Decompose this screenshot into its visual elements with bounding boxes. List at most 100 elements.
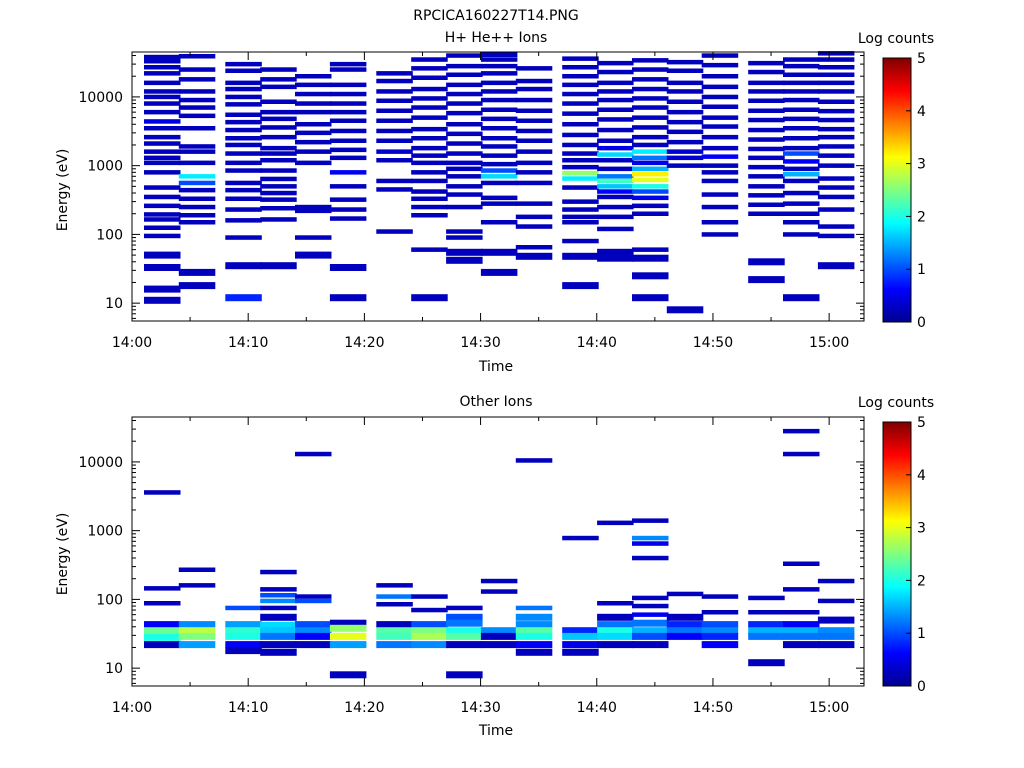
heatmap-cell — [597, 117, 634, 122]
heatmap-cell — [260, 206, 297, 211]
heatmap-cell — [260, 605, 297, 611]
heatmap-cell — [295, 621, 332, 629]
heatmap-cell — [748, 202, 785, 207]
heatmap-cell — [783, 627, 820, 635]
heatmap-cell — [666, 155, 704, 161]
heatmap-cell — [597, 174, 634, 179]
heatmap-cell — [260, 158, 297, 163]
heatmap-cell — [376, 71, 413, 76]
heatmap-cell — [562, 252, 599, 260]
heatmap-cell — [701, 124, 739, 129]
heatmap-cell — [446, 632, 483, 640]
heatmap-cell — [376, 583, 413, 588]
heatmap-cell — [329, 207, 367, 212]
heatmap-cell — [597, 127, 634, 133]
heatmap-cell — [295, 235, 332, 240]
heatmap-cell — [748, 137, 785, 142]
heatmap-cell — [411, 145, 448, 151]
heatmap-cell — [783, 428, 820, 434]
heatmap-cell — [178, 180, 216, 186]
heatmap-cell — [562, 65, 599, 70]
x-tick-label: 14:10 — [228, 335, 268, 351]
heatmap-cell — [701, 115, 739, 120]
heatmap-cell — [817, 89, 855, 94]
heatmap-cell — [144, 71, 181, 76]
heatmap-cell — [411, 75, 448, 80]
heatmap-cell — [446, 141, 483, 146]
heatmap-cell — [225, 187, 262, 193]
heatmap-cell — [783, 621, 820, 629]
heatmap-cell — [748, 146, 785, 152]
heatmap-cell — [480, 107, 518, 112]
heatmap-cell — [225, 605, 262, 611]
heatmap-cell — [783, 97, 820, 103]
heatmap-cell — [225, 127, 262, 133]
x-tick-label: 14:00 — [112, 335, 152, 351]
heatmap-cell — [562, 56, 599, 61]
heatmap-cell — [295, 122, 332, 127]
heatmap-cell — [144, 126, 181, 131]
heatmap-cell — [411, 160, 448, 166]
heatmap-cell — [446, 174, 483, 179]
heatmap-cell — [329, 61, 367, 67]
heatmap-cell — [411, 66, 448, 71]
heatmap-cell — [817, 108, 855, 114]
heatmap-cell — [597, 641, 634, 649]
heatmap-cell — [666, 621, 704, 629]
heatmap-cell — [632, 294, 669, 302]
heatmap-cell — [260, 598, 297, 604]
y-ticks: 10 100 1000 10000 — [78, 55, 864, 319]
heatmap-cell — [666, 68, 704, 73]
heatmap-cell — [480, 144, 518, 149]
heatmap-cell — [329, 82, 367, 88]
x-tick-label: 14:10 — [228, 700, 268, 716]
heatmap-cell — [783, 166, 820, 172]
heatmap-cell — [295, 149, 332, 154]
heatmap-cell — [144, 233, 181, 239]
heatmap-cell — [817, 72, 855, 77]
heatmap-cell — [178, 113, 216, 119]
colorbar — [882, 421, 912, 687]
colorbar-ticks: 0 1 2 3 4 5 — [906, 51, 926, 331]
x-ticks: 14:00 14:10 14:20 14:30 14:40 14:50 15:00 — [112, 417, 849, 716]
heatmap-cell — [411, 594, 448, 599]
heatmap-cell — [562, 220, 599, 225]
heatmap-cell — [329, 294, 367, 302]
heatmap-cell — [783, 57, 820, 62]
heatmap-cell — [376, 187, 413, 192]
heatmap-cell — [562, 111, 599, 116]
heatmap-cell — [295, 204, 332, 210]
heatmap-cell — [446, 63, 483, 69]
heatmap-cell — [562, 214, 599, 220]
heatmap-cell — [515, 97, 553, 103]
heatmap-cell — [144, 94, 181, 100]
heatmap-cell — [295, 208, 332, 214]
heatmap-cell — [446, 204, 483, 210]
y-tick-label: 1000 — [87, 159, 123, 175]
heatmap-cell — [411, 204, 448, 210]
heatmap-cell — [480, 126, 518, 131]
heatmap-cell — [515, 245, 553, 250]
x-tick-label: 15:00 — [809, 335, 849, 351]
heatmap-cell — [144, 160, 181, 166]
heatmap-cell — [376, 627, 413, 635]
heatmap-cell — [411, 178, 448, 184]
heatmap-cell — [632, 125, 669, 130]
heatmap-cell — [748, 80, 785, 86]
heatmap-cell — [817, 578, 855, 584]
heatmap-cell — [666, 99, 704, 104]
colorbar-tick-label: 2 — [917, 573, 926, 589]
heatmap-cell — [783, 136, 820, 141]
heatmap-cell — [817, 117, 855, 123]
heatmap-cell — [817, 185, 855, 190]
y-tick-label: 1000 — [87, 524, 123, 540]
heatmap-cell — [178, 621, 216, 629]
heatmap-cell — [817, 153, 855, 158]
heatmap-cell — [329, 147, 367, 153]
heatmap-cell — [329, 170, 367, 175]
heatmap-cell — [376, 118, 413, 123]
heatmap-cell — [783, 561, 820, 566]
heatmap-cell — [701, 62, 739, 68]
heatmap-cell — [597, 80, 634, 86]
heatmap-cell — [783, 232, 820, 237]
